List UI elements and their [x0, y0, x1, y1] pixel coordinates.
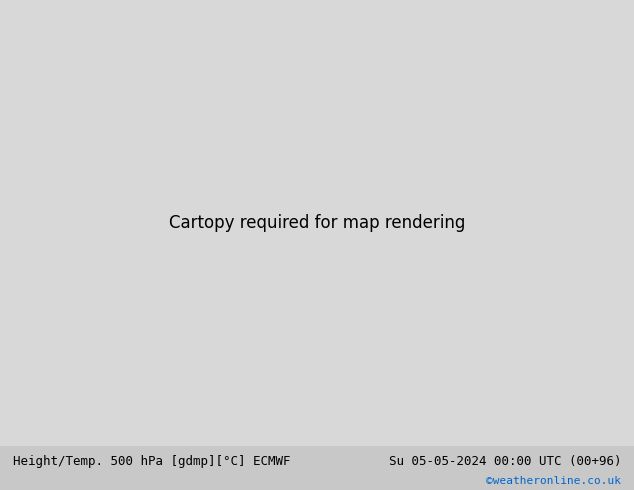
Text: Su 05-05-2024 00:00 UTC (00+96): Su 05-05-2024 00:00 UTC (00+96): [389, 455, 621, 468]
Text: Cartopy required for map rendering: Cartopy required for map rendering: [169, 214, 465, 232]
Text: Height/Temp. 500 hPa [gdmp][°C] ECMWF: Height/Temp. 500 hPa [gdmp][°C] ECMWF: [13, 455, 290, 468]
Text: ©weatheronline.co.uk: ©weatheronline.co.uk: [486, 476, 621, 486]
